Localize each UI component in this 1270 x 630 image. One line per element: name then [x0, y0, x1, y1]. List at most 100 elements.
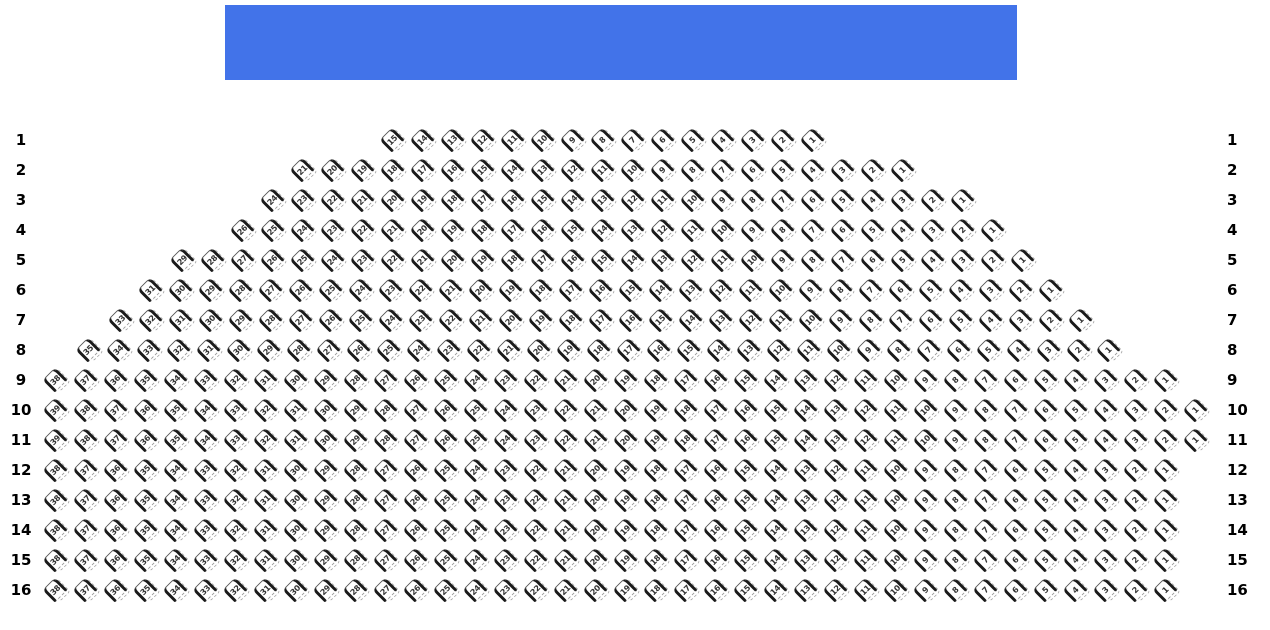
- seat[interactable]: 8: [827, 277, 853, 303]
- seat[interactable]: 23: [522, 427, 548, 453]
- seat[interactable]: 10: [825, 337, 851, 363]
- seat[interactable]: 9: [559, 127, 585, 153]
- seat[interactable]: 2: [1152, 427, 1178, 453]
- seat[interactable]: 30: [225, 337, 251, 363]
- seat[interactable]: 6: [649, 127, 675, 153]
- seat[interactable]: 13: [792, 457, 818, 483]
- seat[interactable]: 12: [737, 307, 763, 333]
- seat[interactable]: 5: [769, 157, 795, 183]
- seat[interactable]: 38: [42, 547, 68, 573]
- seat[interactable]: 3: [1092, 547, 1118, 573]
- seat[interactable]: 11: [882, 427, 908, 453]
- seat[interactable]: 7: [887, 307, 913, 333]
- seat[interactable]: 21: [552, 457, 578, 483]
- seat[interactable]: 24: [289, 217, 315, 243]
- seat[interactable]: 20: [582, 547, 608, 573]
- seat[interactable]: 24: [259, 187, 285, 213]
- seat[interactable]: 29: [312, 517, 338, 543]
- seat[interactable]: 1: [949, 187, 975, 213]
- seat[interactable]: 1: [1182, 427, 1208, 453]
- seat[interactable]: 3: [739, 127, 765, 153]
- seat[interactable]: 20: [379, 187, 405, 213]
- seat[interactable]: 31: [252, 367, 278, 393]
- seat[interactable]: 29: [312, 547, 338, 573]
- seat[interactable]: 13: [619, 217, 645, 243]
- seat[interactable]: 11: [882, 397, 908, 423]
- seat[interactable]: 5: [1032, 367, 1058, 393]
- seat[interactable]: 13: [649, 247, 675, 273]
- seat[interactable]: 22: [522, 457, 548, 483]
- seat[interactable]: 38: [42, 487, 68, 513]
- seat[interactable]: 36: [102, 487, 128, 513]
- seat[interactable]: 37: [72, 577, 98, 603]
- seat[interactable]: 11: [679, 217, 705, 243]
- seat[interactable]: 30: [197, 307, 223, 333]
- seat[interactable]: 25: [375, 337, 401, 363]
- seat[interactable]: 15: [732, 367, 758, 393]
- seat[interactable]: 34: [162, 517, 188, 543]
- seat[interactable]: 16: [732, 427, 758, 453]
- seat[interactable]: 36: [102, 517, 128, 543]
- seat[interactable]: 12: [852, 427, 878, 453]
- seat[interactable]: 22: [522, 367, 548, 393]
- seat[interactable]: 10: [882, 547, 908, 573]
- seat[interactable]: 28: [285, 337, 311, 363]
- seat[interactable]: 28: [257, 307, 283, 333]
- seat[interactable]: 2: [919, 187, 945, 213]
- seat[interactable]: 21: [349, 187, 375, 213]
- seat[interactable]: 18: [642, 367, 668, 393]
- seat[interactable]: 2: [949, 217, 975, 243]
- seat[interactable]: 25: [432, 457, 458, 483]
- seat[interactable]: 22: [522, 487, 548, 513]
- seat[interactable]: 27: [372, 577, 398, 603]
- seat[interactable]: 33: [192, 547, 218, 573]
- seat[interactable]: 28: [342, 367, 368, 393]
- seat[interactable]: 23: [492, 517, 518, 543]
- seat[interactable]: 4: [977, 307, 1003, 333]
- seat[interactable]: 37: [72, 487, 98, 513]
- seat[interactable]: 14: [589, 217, 615, 243]
- seat[interactable]: 7: [972, 547, 998, 573]
- seat[interactable]: 26: [432, 427, 458, 453]
- seat[interactable]: 17: [499, 217, 525, 243]
- seat[interactable]: 30: [282, 457, 308, 483]
- seat[interactable]: 23: [492, 367, 518, 393]
- seat[interactable]: 12: [619, 187, 645, 213]
- seat[interactable]: 24: [377, 307, 403, 333]
- seat[interactable]: 35: [132, 577, 158, 603]
- seat[interactable]: 19: [439, 217, 465, 243]
- seat[interactable]: 20: [612, 397, 638, 423]
- seat[interactable]: 8: [942, 487, 968, 513]
- seat[interactable]: 18: [642, 577, 668, 603]
- seat[interactable]: 6: [1002, 487, 1028, 513]
- seat[interactable]: 34: [162, 487, 188, 513]
- seat[interactable]: 10: [767, 277, 793, 303]
- seat[interactable]: 18: [642, 457, 668, 483]
- seat[interactable]: 16: [559, 247, 585, 273]
- seat[interactable]: 3: [1092, 577, 1118, 603]
- seat[interactable]: 17: [672, 487, 698, 513]
- seat[interactable]: 32: [222, 367, 248, 393]
- seat[interactable]: 32: [252, 397, 278, 423]
- seat[interactable]: 36: [102, 547, 128, 573]
- seat[interactable]: 16: [702, 487, 728, 513]
- seat[interactable]: 16: [499, 187, 525, 213]
- seat[interactable]: 12: [822, 547, 848, 573]
- seat[interactable]: 6: [887, 277, 913, 303]
- seat[interactable]: 8: [942, 457, 968, 483]
- seat[interactable]: 21: [552, 547, 578, 573]
- seat[interactable]: 19: [497, 277, 523, 303]
- seat[interactable]: 26: [402, 517, 428, 543]
- seat[interactable]: 21: [379, 217, 405, 243]
- seat[interactable]: 17: [469, 187, 495, 213]
- seat[interactable]: 29: [197, 277, 223, 303]
- seat[interactable]: 17: [672, 457, 698, 483]
- seat[interactable]: 32: [222, 487, 248, 513]
- seat[interactable]: 8: [972, 397, 998, 423]
- seat[interactable]: 38: [72, 397, 98, 423]
- seat[interactable]: 38: [42, 577, 68, 603]
- seat[interactable]: 23: [492, 457, 518, 483]
- seat[interactable]: 21: [495, 337, 521, 363]
- seat[interactable]: 34: [162, 457, 188, 483]
- seat[interactable]: 20: [582, 517, 608, 543]
